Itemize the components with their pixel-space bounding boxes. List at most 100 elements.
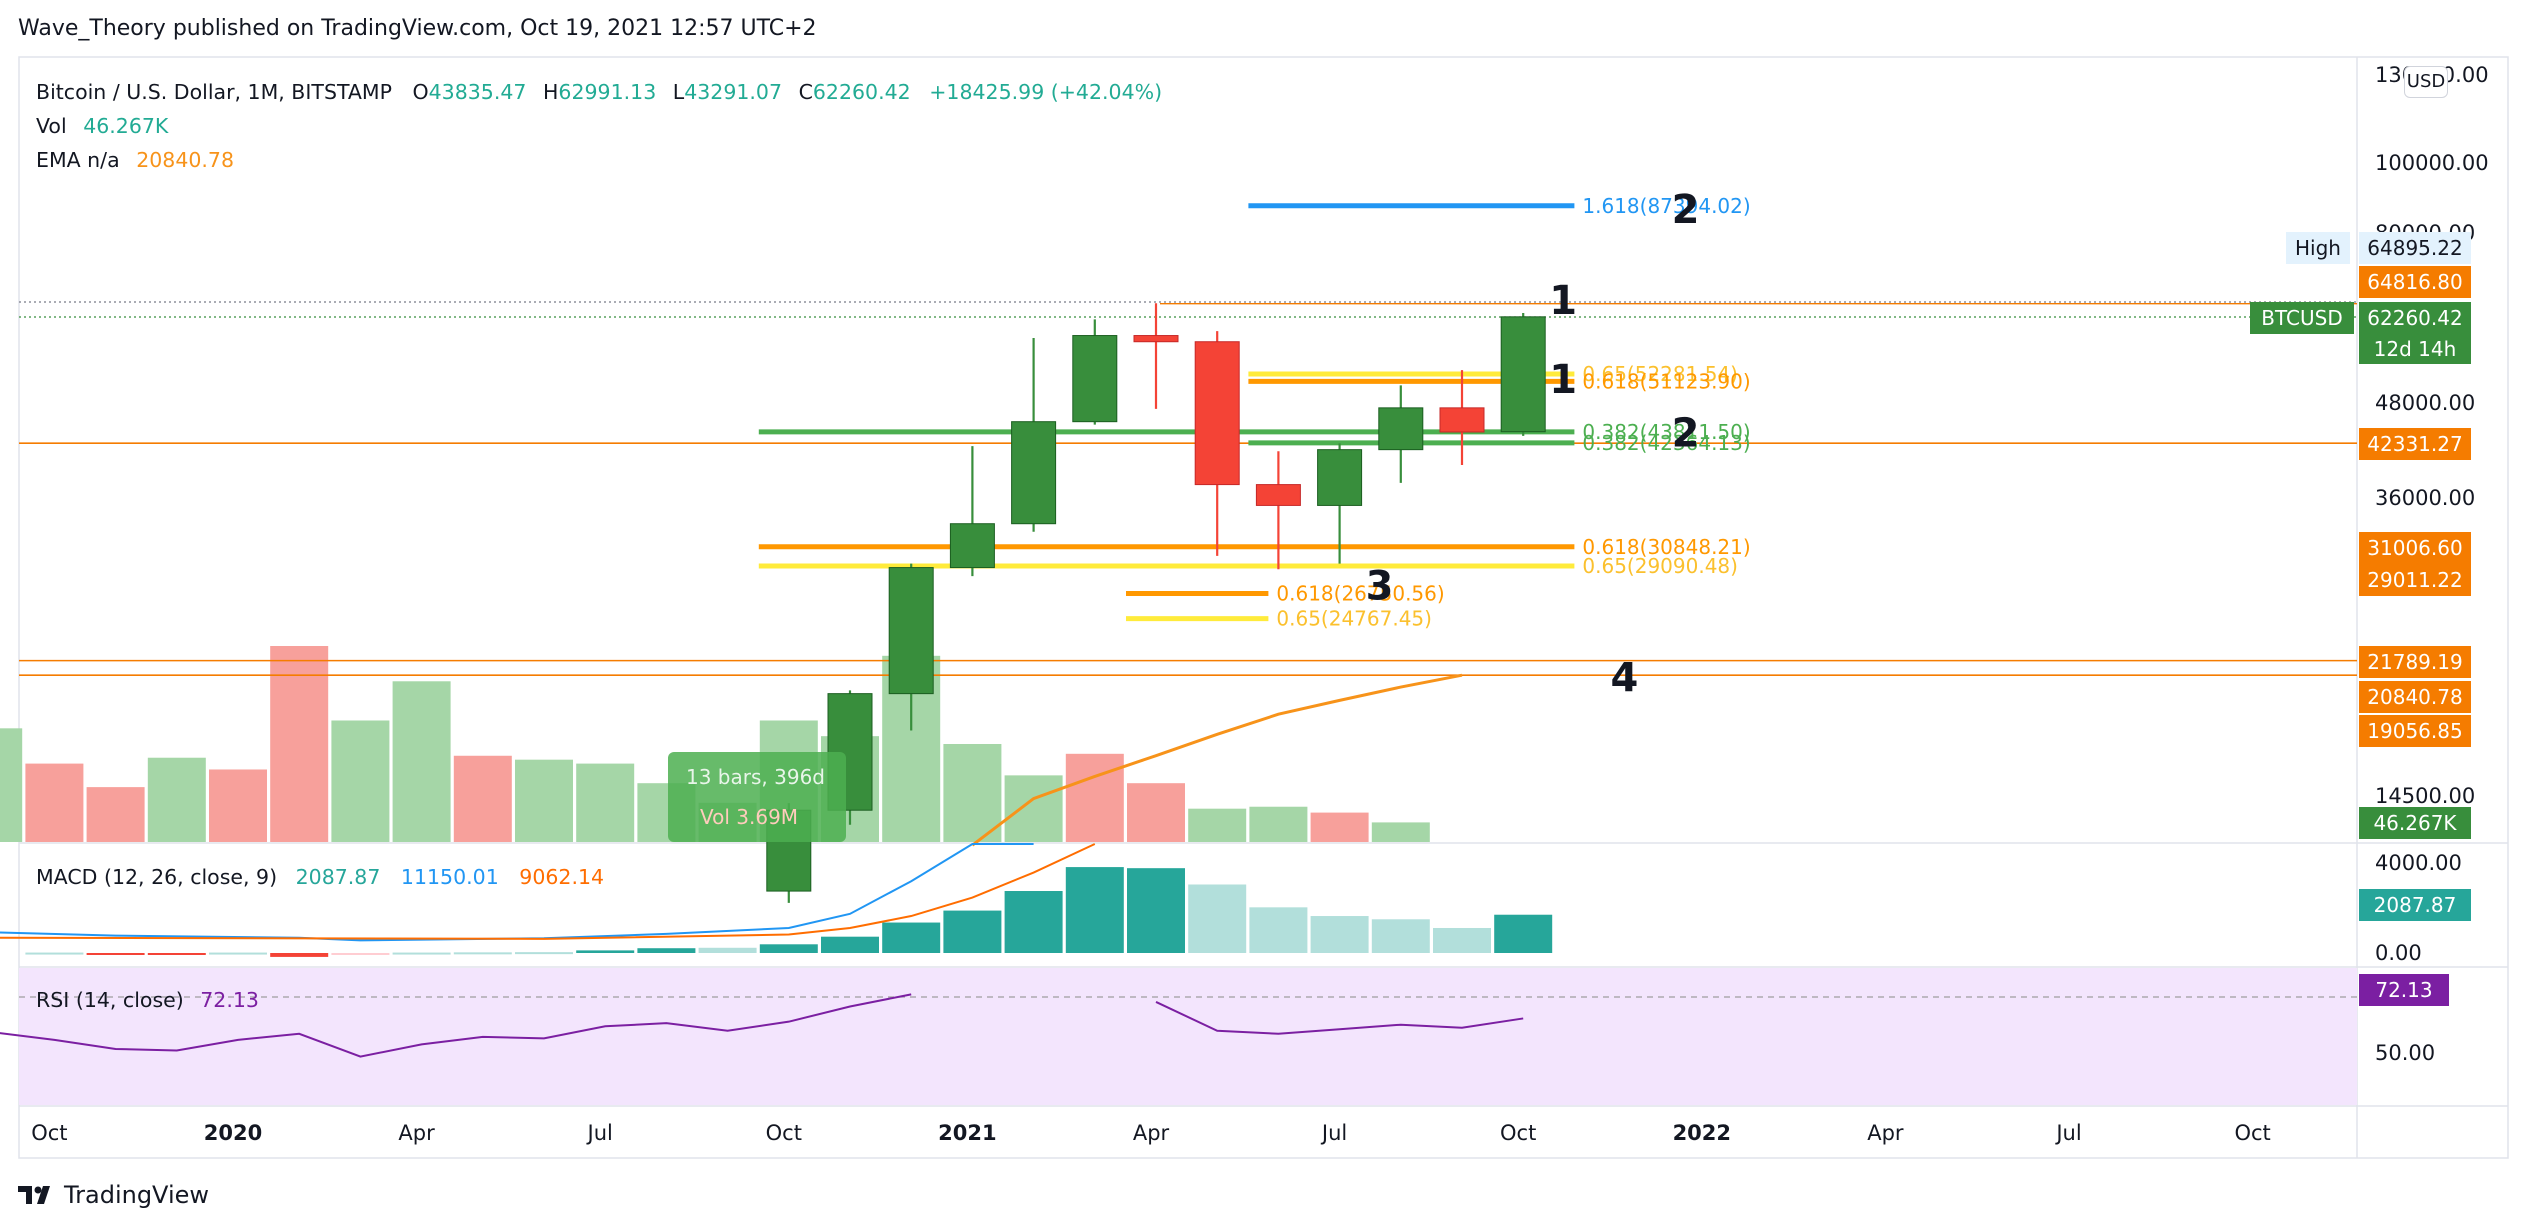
price-badge bbox=[2359, 681, 2471, 713]
macd-histogram-bar bbox=[1004, 891, 1063, 953]
macd-histogram-bar bbox=[86, 953, 145, 955]
macd-histogram-bar bbox=[392, 952, 451, 955]
wave-label: 4 bbox=[1610, 655, 1638, 701]
price-badge bbox=[2359, 807, 2471, 839]
legend-symbol: Bitcoin / U.S. Dollar, 1M, BITSTAMP bbox=[36, 80, 392, 104]
macd-histogram-bar bbox=[882, 922, 941, 953]
x-axis-tick: Oct bbox=[1500, 1121, 1536, 1145]
macd-histogram-bar bbox=[1371, 919, 1430, 953]
macd-histogram-bar bbox=[821, 936, 879, 953]
fib-level-label: 0.65(52281.54) bbox=[1582, 362, 1738, 386]
candle-body bbox=[949, 523, 995, 569]
legend-change: +18425.99 (+42.04%) bbox=[929, 80, 1163, 104]
macd-axis-tick: 4000.00 bbox=[2375, 851, 2462, 875]
currency-button-label: USD bbox=[2406, 71, 2446, 92]
legend-close: 62260.42 bbox=[812, 80, 911, 104]
price-badge bbox=[2359, 232, 2471, 264]
volume-bar bbox=[1249, 806, 1308, 842]
candle-body bbox=[1072, 335, 1118, 423]
macd-legend-v1: 2087.87 bbox=[295, 865, 381, 889]
volume-bar bbox=[1310, 812, 1369, 842]
tradingview-logo-icon bbox=[18, 1186, 50, 1204]
price-badge bbox=[2359, 564, 2471, 596]
price-badge bbox=[2359, 266, 2471, 298]
macd-histogram-bar bbox=[637, 948, 696, 953]
macd-legend-v3: 9062.14 bbox=[519, 865, 605, 889]
x-axis-tick: Apr bbox=[1867, 1121, 1904, 1145]
price-badge bbox=[2359, 532, 2471, 564]
volume-bar bbox=[392, 681, 451, 842]
macd-histogram-bar bbox=[1249, 907, 1308, 953]
macd-legend-label: MACD (12, 26, close, 9) bbox=[36, 865, 278, 889]
legend-open-label: O bbox=[412, 80, 429, 104]
candle-body bbox=[1317, 449, 1363, 506]
macd-signal-line bbox=[0, 843, 1096, 940]
ema-line bbox=[971, 673, 1463, 847]
price-badge bbox=[2359, 428, 2471, 460]
price-badge bbox=[2359, 715, 2471, 747]
legend-ema: EMA n/a 20840.78 bbox=[36, 148, 234, 172]
fib-level-label: 0.65(24767.45) bbox=[1276, 607, 1432, 631]
legend-close-label: C bbox=[798, 80, 813, 104]
price-axis-tick: 36000.00 bbox=[2375, 486, 2475, 510]
candle-body bbox=[1255, 484, 1301, 506]
legend-ema-label: EMA n/a bbox=[36, 148, 120, 172]
x-axis-tick: Jul bbox=[2054, 1121, 2081, 1145]
published-by: Wave_Theory published on TradingView.com… bbox=[18, 16, 817, 41]
x-axis-tick: Oct bbox=[2234, 1121, 2270, 1145]
wave-label: 1 bbox=[1549, 357, 1577, 403]
macd-histogram-bar bbox=[1310, 916, 1369, 953]
volume-bar bbox=[147, 757, 206, 842]
currency-button[interactable]: USD bbox=[2404, 66, 2448, 98]
legend-low: 43291.07 bbox=[684, 80, 783, 104]
rsi-legend-label: RSI (14, close) bbox=[36, 988, 184, 1012]
legend-volume-value: 46.267K bbox=[83, 114, 169, 138]
macd-histogram-bar bbox=[943, 910, 1002, 953]
legend-low-label: L bbox=[672, 80, 685, 104]
candle-body bbox=[888, 567, 934, 695]
volume-bar bbox=[515, 759, 573, 842]
legend-volume-label: Vol bbox=[36, 114, 67, 138]
fib-level-label: 0.382(42364.13) bbox=[1582, 431, 1750, 455]
price-badge bbox=[2359, 646, 2471, 678]
price-badge-text: 42331.27 bbox=[2367, 432, 2462, 456]
rsi-line bbox=[1155, 1001, 1524, 1035]
price-badge-countdown: 12d 14h bbox=[2374, 337, 2457, 361]
volume-bar bbox=[576, 763, 635, 842]
price-badge-text: 31006.60 bbox=[2367, 536, 2462, 560]
x-axis-tick: Oct bbox=[766, 1121, 802, 1145]
volume-bar bbox=[331, 720, 390, 842]
wave-label: 2 bbox=[1672, 187, 1700, 233]
price-badge-tag bbox=[2250, 302, 2354, 334]
macd-histogram-bar bbox=[1065, 867, 1124, 953]
x-axis-tick: 2021 bbox=[938, 1121, 996, 1145]
macd-histogram-bar bbox=[759, 944, 818, 953]
volume-bar bbox=[209, 769, 267, 842]
volume-bar bbox=[943, 744, 1002, 842]
footer-logo[interactable]: TradingView bbox=[18, 1180, 209, 1210]
range-tooltip-line: Vol 3.69M bbox=[700, 805, 798, 829]
macd-histogram-bar bbox=[1433, 927, 1491, 953]
macd-histogram-bar bbox=[25, 952, 84, 955]
fib-level-label: 0.618(30848.21) bbox=[1582, 535, 1750, 559]
rsi-axis-tick: 50.00 bbox=[2375, 1041, 2435, 1065]
price-badge-text: 64895.22 bbox=[2367, 236, 2462, 260]
volume-bar bbox=[270, 646, 329, 842]
price-axis-tick: 48000.00 bbox=[2375, 391, 2475, 415]
price-badge-tag bbox=[2286, 232, 2350, 264]
range-tooltip-box bbox=[668, 752, 846, 842]
fib-level-label: 0.382(43811.50) bbox=[1582, 420, 1750, 444]
legend-ema-value: 20840.78 bbox=[136, 148, 235, 172]
legend-high-label: H bbox=[543, 80, 559, 104]
macd-badge-text: 2087.87 bbox=[2374, 893, 2457, 917]
macd-histogram-bar bbox=[1188, 884, 1247, 953]
macd-histogram-bar bbox=[1127, 868, 1185, 953]
legend-ohlc: Bitcoin / U.S. Dollar, 1M, BITSTAMP O438… bbox=[36, 80, 1162, 104]
macd-histogram-bar bbox=[698, 947, 757, 953]
wave-label: 3 bbox=[1366, 564, 1394, 610]
price-badge-text: 62260.42 bbox=[2367, 306, 2462, 330]
macd-legend: MACD (12, 26, close, 9) 2087.87 11150.01… bbox=[36, 865, 604, 889]
macd-histogram-bar bbox=[331, 953, 390, 955]
